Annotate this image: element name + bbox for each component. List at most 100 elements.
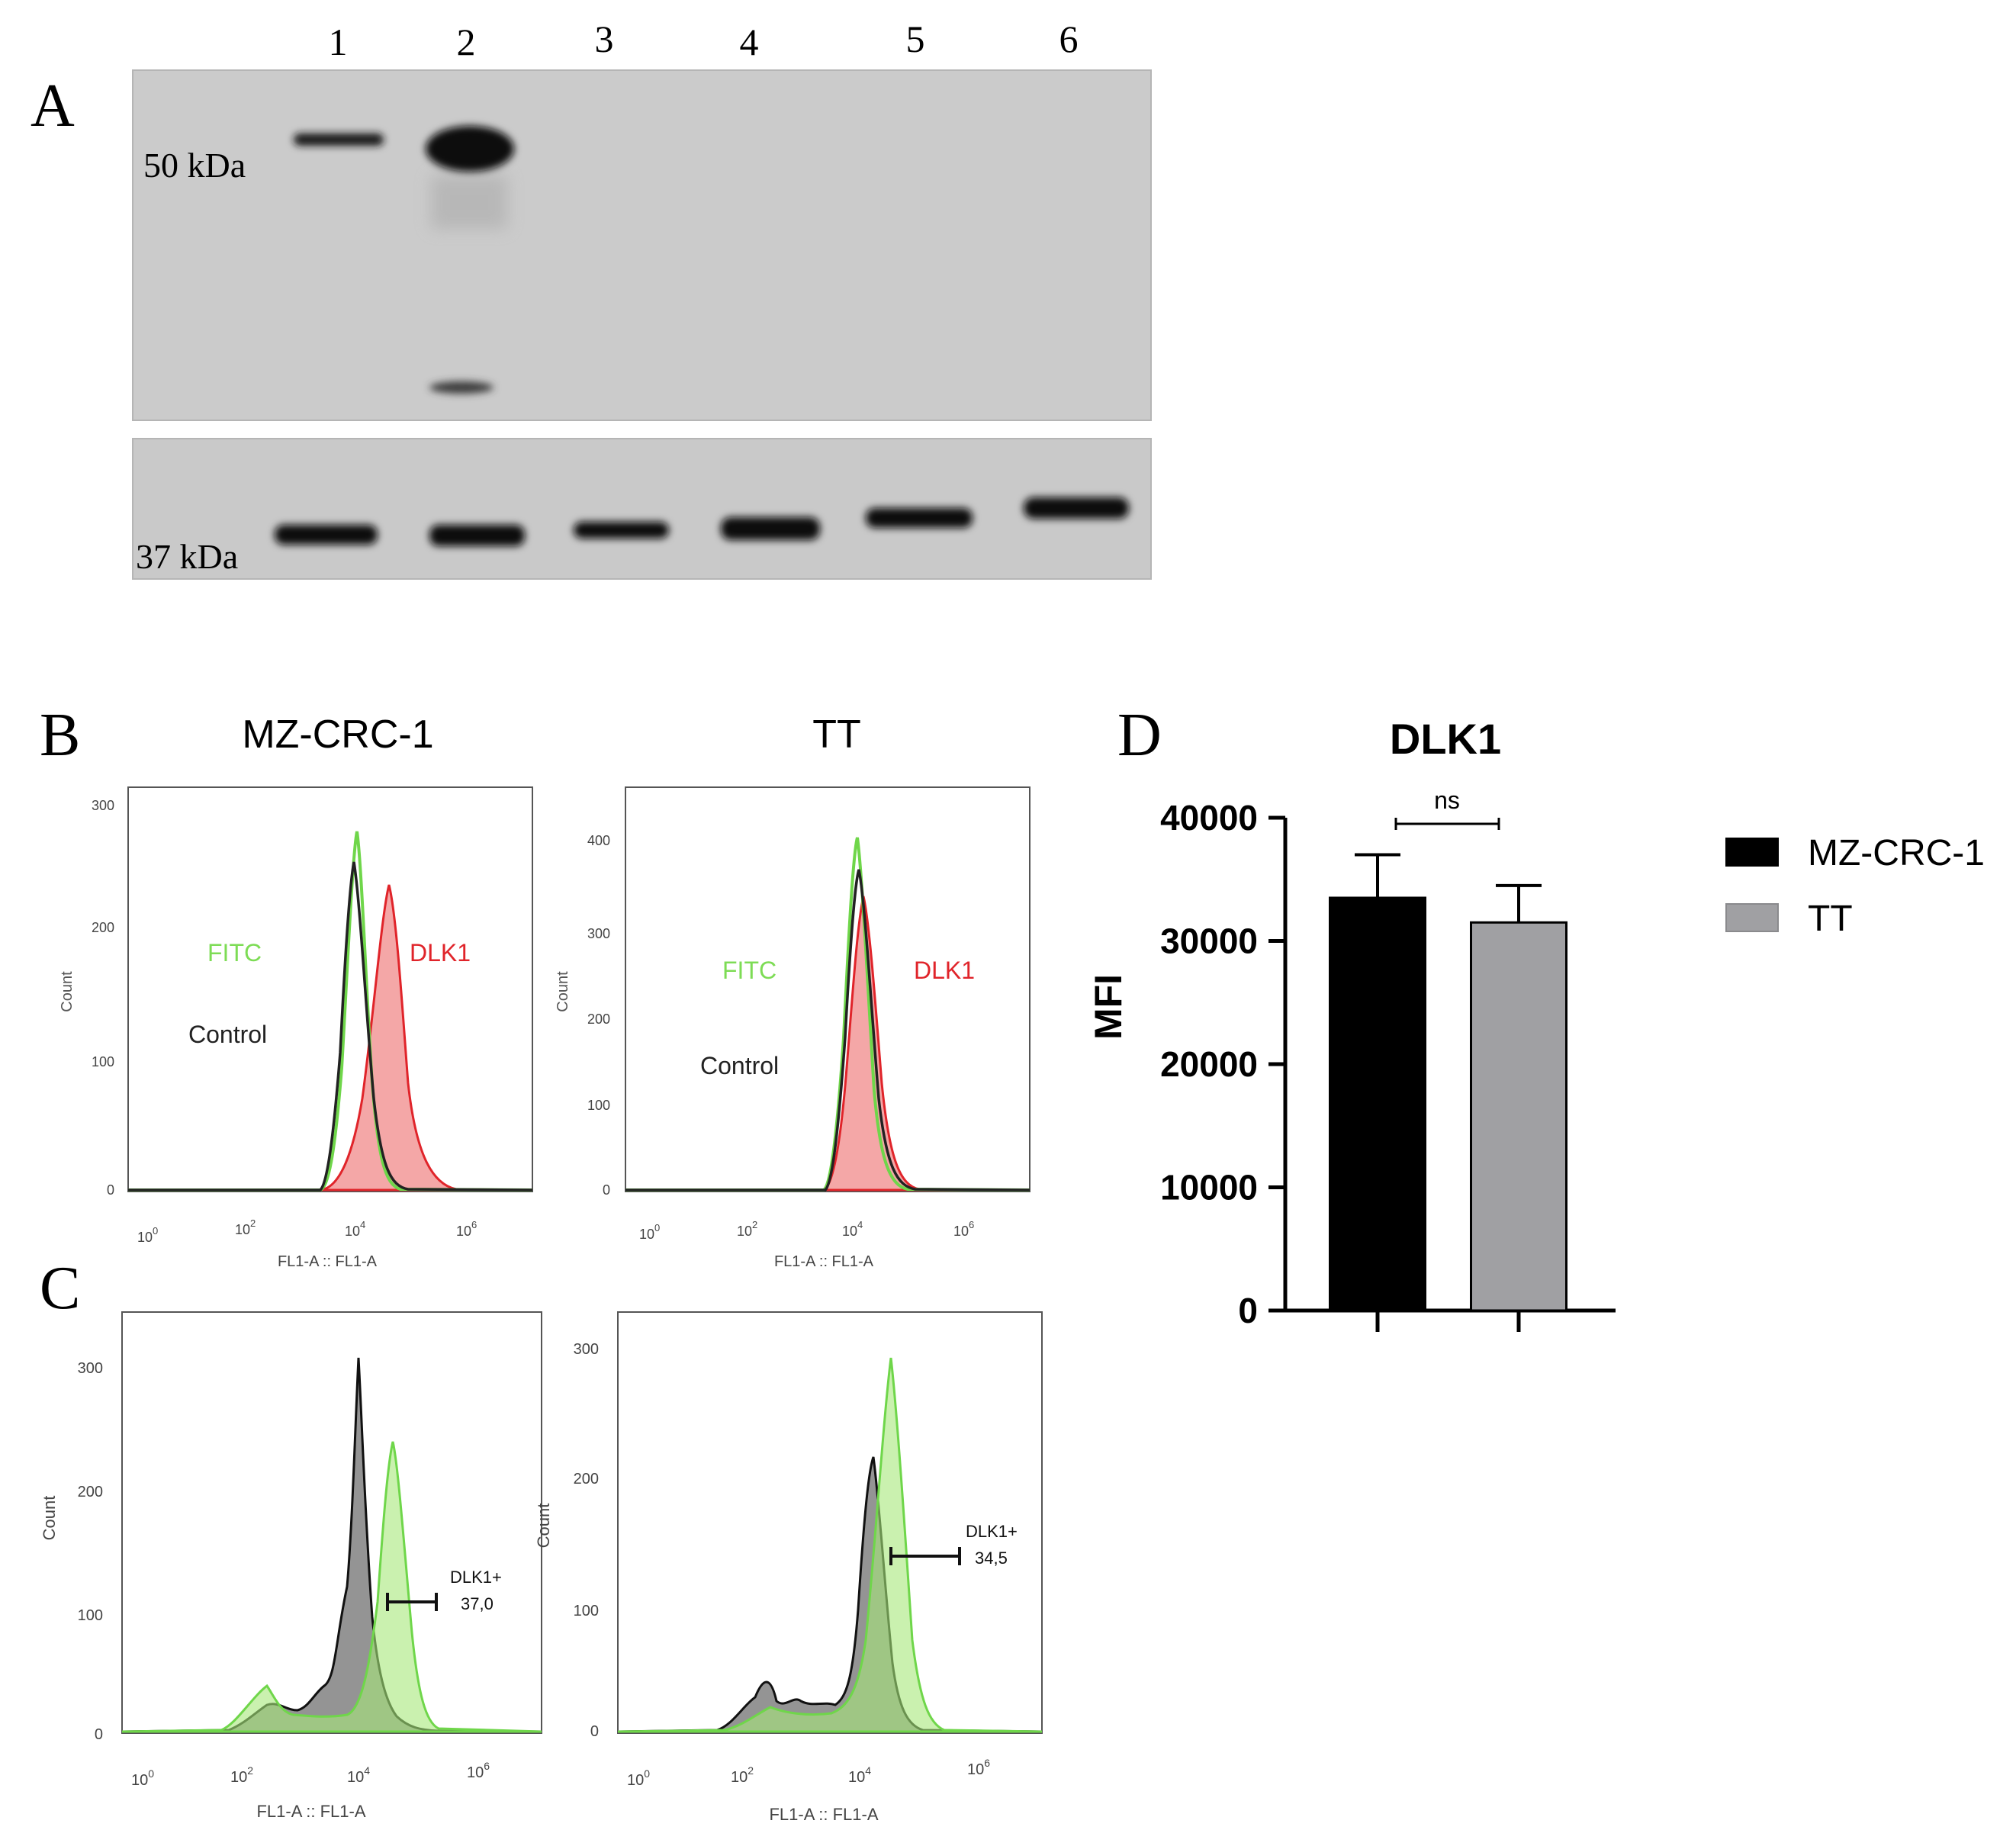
lane-number-5: 5 (906, 18, 925, 60)
band-lane4-37kda (721, 517, 820, 540)
flow-c-left-xtick: 102 (230, 1764, 253, 1786)
flow-b-right-xtick: 104 (842, 1219, 863, 1239)
flow-b-left-xtick: 100 (137, 1225, 158, 1245)
flow-c-left-ytick: 200 (78, 1484, 103, 1500)
flow-c-right-frame (617, 1311, 1043, 1734)
flow-b-left-xtick: 104 (345, 1219, 365, 1239)
flow-c-left-xticks: 100 102 104 106 (131, 1760, 490, 1789)
flow-b-right-xtick: 106 (953, 1219, 974, 1239)
flow-c-left-green-histogram (121, 1441, 542, 1733)
flow-c-left-ytick: 100 (78, 1607, 103, 1624)
flow-b-right-ytick: 0 (603, 1182, 610, 1198)
flow-c-left-y-label: Count (40, 1496, 59, 1541)
significance-label: ns (1434, 786, 1460, 814)
flow-c-right-gate-value: 34,5 (975, 1549, 1008, 1568)
flow-b-right-ytick: 200 (587, 1011, 610, 1027)
flow-b-right-xticks: 100 102 104 106 (639, 1219, 974, 1242)
flow-b-right-y-label: Count (555, 971, 571, 1012)
lane-number-6: 6 (1059, 18, 1079, 60)
lane-number-3: 3 (595, 18, 614, 60)
legend-label: TT (1808, 899, 1853, 939)
panel-label-d: D (1117, 702, 1162, 769)
band-lane2-50kda (426, 126, 514, 172)
marker-37kda: 37 kDa (136, 537, 238, 576)
flow-c-right-green-histogram (617, 1357, 1043, 1733)
flow-b-right-control-label: Control (700, 1052, 779, 1079)
band-lane5-37kda (866, 508, 973, 528)
flow-b-right-ytick: 300 (587, 926, 610, 941)
panel-label-b: B (40, 702, 80, 769)
flow-c-right-xticks: 100 102 104 106 (627, 1757, 990, 1789)
blot-upper (132, 69, 1152, 421)
flow-b-left-ytick: 100 (92, 1054, 114, 1069)
flow-c-right-xtick: 102 (731, 1764, 754, 1786)
flow-c-right-plot: DLK1+ 34,5 Count 300 200 100 0 100 102 1… (534, 1311, 1043, 1824)
legend-label: MZ-CRC-1 (1808, 833, 1985, 873)
flow-c-left-gate-label: DLK1+ (450, 1568, 502, 1587)
blot-upper-membrane (133, 70, 1151, 420)
flow-c-left-x-label: FL1-A :: FL1-A (256, 1802, 365, 1821)
marker-50kda: 50 kDa (143, 146, 246, 185)
flow-c-right-ytick: 0 (590, 1723, 599, 1740)
flow-b-right-plot: FITC DLK1 Control Count 400 300 200 100 … (555, 786, 1031, 1270)
flow-c-right-ytick: 300 (574, 1341, 599, 1358)
bar-chart-ytick-label: 20000 (1160, 1044, 1258, 1084)
flow-c-left-xtick: 100 (131, 1767, 154, 1789)
flow-c-left-frame (121, 1311, 542, 1734)
flow-b-left-x-label: FL1-A :: FL1-A (278, 1253, 378, 1270)
band-lane2-37kda (429, 525, 525, 546)
lane-number-1: 1 (329, 21, 348, 63)
flow-b-right-frame (625, 786, 1031, 1192)
flow-b-left-xtick: 106 (456, 1219, 477, 1239)
bar-chart-y-label: MFI (1087, 974, 1130, 1040)
bar-chart-ytick-label: 0 (1238, 1291, 1258, 1330)
flow-c-right-xtick: 106 (967, 1757, 990, 1778)
flow-b-left-frame (127, 786, 533, 1192)
legend-swatch (1725, 838, 1779, 867)
bar-chart-ytick-label: 30000 (1160, 921, 1258, 961)
flow-c-left-plot: DLK1+ 37,0 Count 300 200 100 0 100 102 1… (40, 1311, 542, 1821)
flow-c-right-yticks: 300 200 100 0 (574, 1341, 599, 1740)
flow-c-right-ytick: 100 (574, 1603, 599, 1619)
flow-b-title-right: TT (812, 712, 861, 757)
blot-lower (132, 438, 1152, 580)
bar-chart-title: DLK1 (1390, 715, 1501, 763)
flow-c-right-y-label: Count (534, 1504, 553, 1549)
band-lane1-37kda (275, 525, 378, 545)
flow-b-left-control-label: Control (188, 1021, 267, 1048)
flow-c-left-gate-value: 37,0 (461, 1594, 494, 1613)
flow-b-right-dlk1-label: DLK1 (914, 957, 975, 984)
flow-c-left-xtick: 104 (347, 1764, 370, 1786)
flow-b-right-ytick: 100 (587, 1098, 610, 1113)
bar-chart: 0 10000 20000 30000 40000 ns (1160, 786, 1616, 1332)
flow-b-left-ytick: 300 (92, 798, 114, 813)
lane-number-2: 2 (457, 21, 476, 63)
flow-b-right-x-label: FL1-A :: FL1-A (774, 1253, 874, 1270)
bar-chart-ytick-label: 10000 (1160, 1168, 1258, 1208)
flow-b-left-fitc-label: FITC (207, 939, 262, 966)
flow-b-left-ytick: 0 (107, 1182, 114, 1198)
flow-c-right-x-label: FL1-A :: FL1-A (769, 1805, 878, 1824)
flow-c-left-xtick: 106 (467, 1760, 490, 1781)
band-lane6-37kda (1024, 497, 1129, 519)
band-lane1-50kda (294, 133, 384, 146)
flow-b-right-ytick: 400 (587, 833, 610, 848)
band-lane3-37kda (574, 522, 669, 539)
flow-b-right-fitc-label: FITC (722, 957, 776, 984)
flow-c-right-xtick: 100 (627, 1767, 650, 1789)
flow-b-left-plot: FITC DLK1 Control Count 300 200 100 0 10… (59, 786, 533, 1270)
panel-label-a: A (31, 72, 75, 140)
flow-b-right-xtick: 100 (639, 1222, 660, 1242)
lane-numbers: 1 2 3 4 5 6 (329, 18, 1079, 63)
flow-c-left-ytick: 300 (78, 1360, 103, 1377)
blot-lower-membrane (133, 439, 1151, 579)
panel-label-c: C (40, 1255, 80, 1322)
flow-b-left-control-histogram (128, 861, 533, 1192)
flow-c-left-ytick: 0 (95, 1726, 103, 1743)
flow-c-right-xtick: 104 (848, 1764, 871, 1786)
bar-chart-legend: MZ-CRC-1 TT (1725, 833, 1985, 939)
flow-b-title-left: MZ-CRC-1 (242, 712, 433, 757)
flow-b-left-dlk1-label: DLK1 (410, 939, 471, 966)
flow-b-left-y-label: Count (59, 971, 76, 1012)
